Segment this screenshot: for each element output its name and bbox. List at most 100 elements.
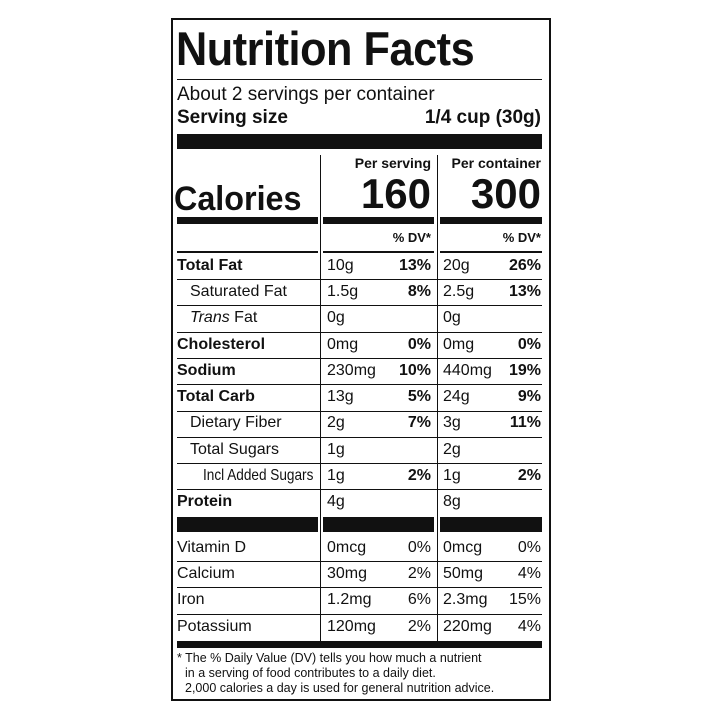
daily-value: 26% — [508, 256, 541, 274]
divider — [177, 251, 318, 253]
row-divider — [177, 357, 542, 359]
daily-value: 4% — [517, 617, 541, 635]
nutrient-name: Trans Fat — [190, 309, 258, 327]
calories-value: 300 — [470, 169, 541, 217]
row-divider — [177, 384, 542, 386]
amount: 1.2mg — [327, 591, 372, 609]
nutrient-name: Saturated Fat — [190, 282, 287, 300]
nutrient-name: Vitamin D — [177, 538, 247, 556]
daily-value: 2% — [407, 564, 431, 582]
thick-bar — [177, 517, 318, 532]
servings-per-container: About 2 servings per container — [177, 83, 435, 105]
amount: 0mg — [443, 335, 475, 353]
amount: 20g — [443, 256, 470, 274]
thick-bar — [323, 517, 434, 532]
row-divider — [177, 587, 542, 589]
thick-bar — [177, 134, 542, 149]
daily-value: 4% — [517, 564, 541, 582]
daily-value: 7% — [407, 414, 431, 432]
row-divider — [177, 613, 542, 615]
amount: 13g — [327, 388, 354, 406]
amount: 220mg — [443, 617, 492, 635]
thick-bar — [177, 217, 318, 224]
amount: 30mg — [327, 564, 368, 582]
amount: 8g — [443, 493, 461, 511]
thick-bar — [177, 641, 542, 648]
daily-value: 10% — [398, 361, 431, 379]
nutrient-name: Calcium — [177, 564, 235, 582]
label-border — [171, 18, 551, 701]
title: Nutrition Facts — [176, 22, 475, 76]
amount: 1g — [327, 467, 345, 484]
amount: 230mg — [327, 361, 376, 379]
nutrient-name: Potassium — [177, 617, 252, 635]
amount: 0g — [327, 309, 345, 327]
amount: 440mg — [443, 361, 492, 379]
nutrient-name: Iron — [177, 591, 205, 609]
amount: 50mg — [443, 564, 484, 582]
amount: 4g — [327, 493, 345, 511]
calories-value: 160 — [360, 169, 431, 217]
daily-value: 2% — [407, 467, 431, 484]
column-divider — [437, 155, 438, 642]
daily-value: 11% — [509, 414, 541, 432]
amount: 2g — [327, 414, 345, 432]
nutrient-name: Sodium — [177, 361, 236, 379]
row-divider — [177, 561, 542, 562]
daily-value: 15% — [508, 591, 541, 609]
row-divider — [177, 279, 542, 280]
amount: 1g — [443, 467, 461, 484]
daily-value: 13% — [398, 256, 431, 274]
dv-header: % DV* — [502, 229, 541, 245]
divider — [177, 79, 542, 80]
amount: 2g — [443, 440, 461, 458]
serving-size-value: 1/4 cup (30g) — [424, 106, 541, 128]
nutrient-name: Cholesterol — [177, 335, 266, 353]
footnote: 2,000 calories a day is used for general… — [185, 680, 495, 695]
serving-size-label: Serving size — [177, 106, 288, 128]
column-divider — [320, 155, 321, 642]
amount: 3g — [443, 414, 461, 432]
row-divider — [177, 489, 542, 491]
amount: 0mcg — [443, 538, 483, 556]
calories-label: Calories — [174, 179, 302, 218]
amount: 0mg — [327, 335, 359, 353]
nutrient-name: Total Fat — [177, 256, 243, 274]
daily-value: 9% — [517, 388, 541, 406]
amount: 1.5g — [327, 282, 359, 300]
daily-value: 2% — [517, 467, 541, 484]
amount: 1g — [327, 440, 345, 458]
amount: 0g — [443, 309, 461, 327]
daily-value: 8% — [407, 282, 431, 300]
column-header: Per serving — [354, 154, 431, 171]
row-divider — [177, 463, 542, 465]
footnote: * The % Daily Value (DV) tells you how m… — [177, 650, 482, 665]
daily-value: 0% — [407, 335, 431, 353]
nutrient-name: Total Sugars — [190, 440, 279, 458]
row-divider — [177, 331, 542, 333]
nutrient-name: Protein — [177, 493, 233, 511]
divider — [323, 251, 434, 253]
amount: 2.5g — [443, 282, 475, 300]
daily-value: 19% — [508, 361, 541, 379]
footnote: in a serving of food contributes to a da… — [185, 665, 436, 680]
row-divider — [177, 305, 542, 307]
amount: 10g — [327, 256, 354, 274]
amount: 24g — [443, 388, 470, 406]
divider — [440, 251, 542, 253]
amount: 2.3mg — [443, 591, 488, 609]
dv-header: % DV* — [392, 229, 431, 245]
daily-value: 0% — [407, 538, 431, 556]
daily-value: 6% — [407, 591, 431, 609]
daily-value: 5% — [407, 388, 431, 406]
amount: 0mcg — [327, 538, 367, 556]
nutrient-name: Incl Added Sugars — [203, 467, 314, 484]
daily-value: 13% — [508, 282, 541, 300]
amount: 120mg — [327, 617, 376, 635]
nutrient-name: Dietary Fiber — [190, 414, 282, 432]
thick-bar — [440, 217, 542, 224]
thick-bar — [440, 517, 542, 532]
thick-bar — [323, 217, 434, 224]
daily-value: 2% — [407, 617, 431, 635]
